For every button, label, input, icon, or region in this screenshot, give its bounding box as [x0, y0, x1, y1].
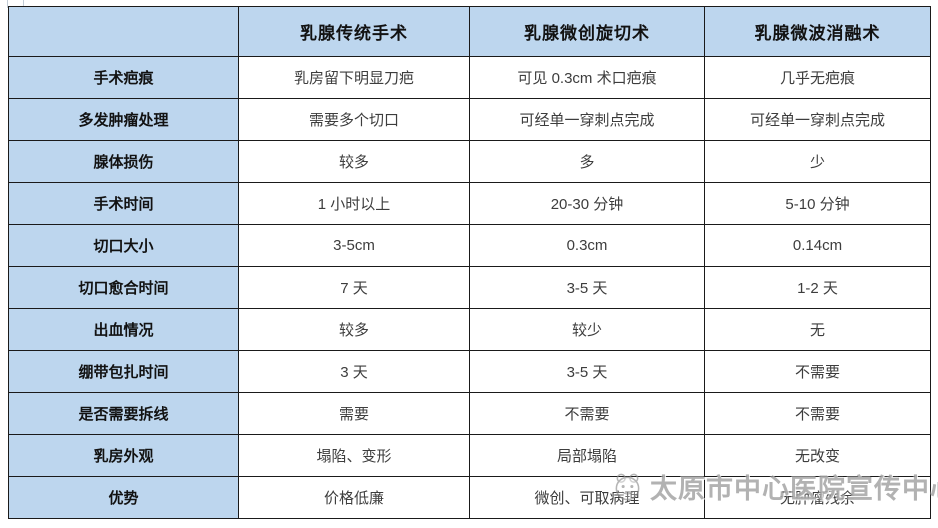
table-cell: 不需要 — [704, 391, 931, 435]
table-cell: 可经单一穿刺点完成 — [704, 97, 931, 141]
table-cell: 需要多个切口 — [238, 97, 470, 141]
table-row: 手术时间 1 小时以上 20-30 分钟 5-10 分钟 — [8, 181, 931, 225]
table-cell: 5-10 分钟 — [704, 181, 931, 225]
table-cell: 20-30 分钟 — [469, 181, 705, 225]
row-label: 手术时间 — [8, 181, 239, 225]
table-cell: 需要 — [238, 391, 470, 435]
table-cell: 较少 — [469, 307, 705, 351]
column-header-traditional: 乳腺传统手术 — [238, 6, 470, 57]
table-cell: 价格低廉 — [238, 475, 470, 520]
column-header-microwave-ablation: 乳腺微波消融术 — [704, 6, 931, 57]
table-cell: 少 — [704, 139, 931, 183]
table-cell: 不需要 — [704, 349, 931, 393]
table-cell: 几乎无疤痕 — [704, 55, 931, 99]
table-cell: 多 — [469, 139, 705, 183]
table-row: 切口愈合时间 7 天 3-5 天 1-2 天 — [8, 265, 931, 309]
table-cell: 较多 — [238, 307, 470, 351]
row-label: 绷带包扎时间 — [8, 349, 239, 393]
table-row: 出血情况 较多 较少 无 — [8, 307, 931, 351]
table-cell: 7 天 — [238, 265, 470, 309]
table-row: 腺体损伤 较多 多 少 — [8, 139, 931, 183]
row-label: 出血情况 — [8, 307, 239, 351]
table-row: 绷带包扎时间 3 天 3-5 天 不需要 — [8, 349, 931, 393]
table-cell: 1-2 天 — [704, 265, 931, 309]
table-cell: 0.14cm — [704, 223, 931, 267]
row-label: 优势 — [8, 475, 239, 520]
table-cell: 局部塌陷 — [469, 433, 705, 477]
row-label: 乳房外观 — [8, 433, 239, 477]
row-label: 多发肿瘤处理 — [8, 97, 239, 141]
column-header-minimally-invasive: 乳腺微创旋切术 — [469, 6, 705, 57]
table-cell: 无 — [704, 307, 931, 351]
corner-cell — [8, 6, 239, 57]
table-row: 手术疤痕 乳房留下明显刀疤 可见 0.3cm 术口疤痕 几乎无疤痕 — [8, 55, 931, 99]
table-cell: 微创、可取病理 — [469, 475, 705, 520]
table-row: 乳房外观 塌陷、变形 局部塌陷 无改变 — [8, 433, 931, 477]
row-label: 切口愈合时间 — [8, 265, 239, 309]
row-label: 手术疤痕 — [8, 55, 239, 99]
table-cell: 塌陷、变形 — [238, 433, 470, 477]
table-row: 多发肿瘤处理 需要多个切口 可经单一穿刺点完成 可经单一穿刺点完成 — [8, 97, 931, 141]
table-cell: 3-5 天 — [469, 265, 705, 309]
table-cell: 0.3cm — [469, 223, 705, 267]
table-cell: 可见 0.3cm 术口疤痕 — [469, 55, 705, 99]
table-cell: 无肿瘤残余 — [704, 475, 931, 520]
table-cell: 乳房留下明显刀疤 — [238, 55, 470, 99]
table-cell: 3-5 天 — [469, 349, 705, 393]
row-label: 是否需要拆线 — [8, 391, 239, 435]
table-row: 切口大小 3-5cm 0.3cm 0.14cm — [8, 223, 931, 267]
row-label: 切口大小 — [8, 223, 239, 267]
table-row: 优势 价格低廉 微创、可取病理 无肿瘤残余 — [8, 475, 931, 520]
table-cell: 较多 — [238, 139, 470, 183]
table-cell: 3 天 — [238, 349, 470, 393]
table-cell: 无改变 — [704, 433, 931, 477]
table-row: 是否需要拆线 需要 不需要 不需要 — [8, 391, 931, 435]
header-row: 乳腺传统手术 乳腺微创旋切术 乳腺微波消融术 — [8, 6, 931, 57]
table-cell: 3-5cm — [238, 223, 470, 267]
table-cell: 不需要 — [469, 391, 705, 435]
table-cell: 1 小时以上 — [238, 181, 470, 225]
surgery-comparison-table: 乳腺传统手术 乳腺微创旋切术 乳腺微波消融术 手术疤痕 乳房留下明显刀疤 可见 … — [8, 6, 931, 520]
row-label: 腺体损伤 — [8, 139, 239, 183]
table-cell: 可经单一穿刺点完成 — [469, 97, 705, 141]
